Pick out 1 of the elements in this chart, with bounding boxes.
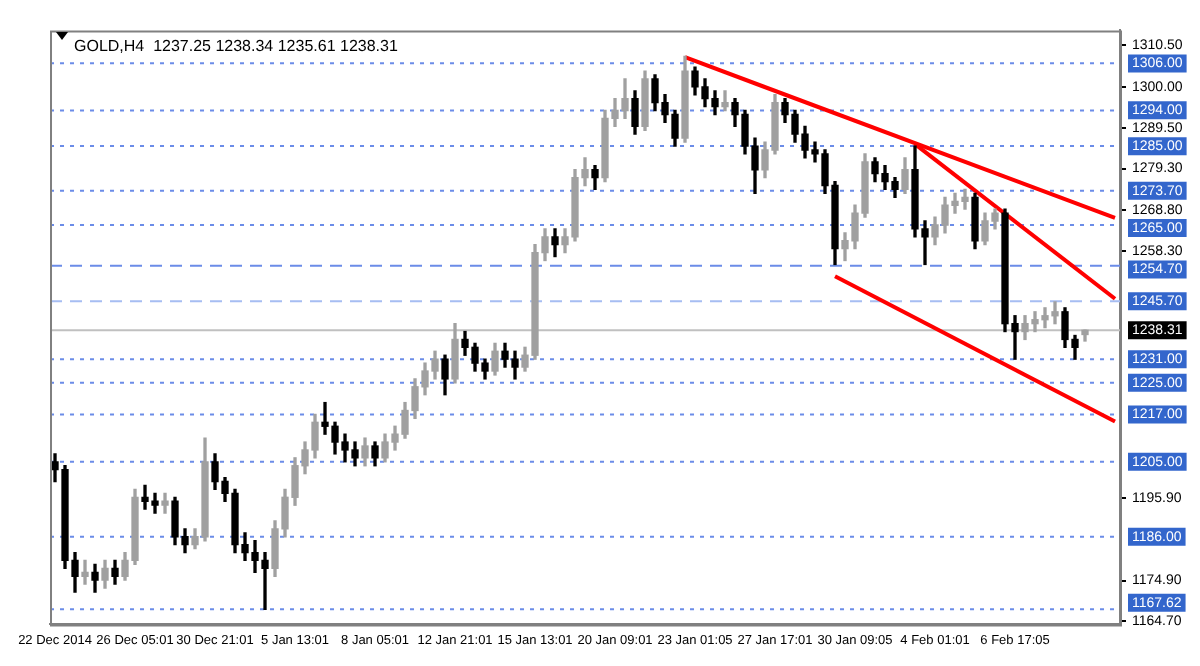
chart-title: GOLD,H4 1237.25 1238.34 1235.61 1238.31 [74, 36, 399, 55]
